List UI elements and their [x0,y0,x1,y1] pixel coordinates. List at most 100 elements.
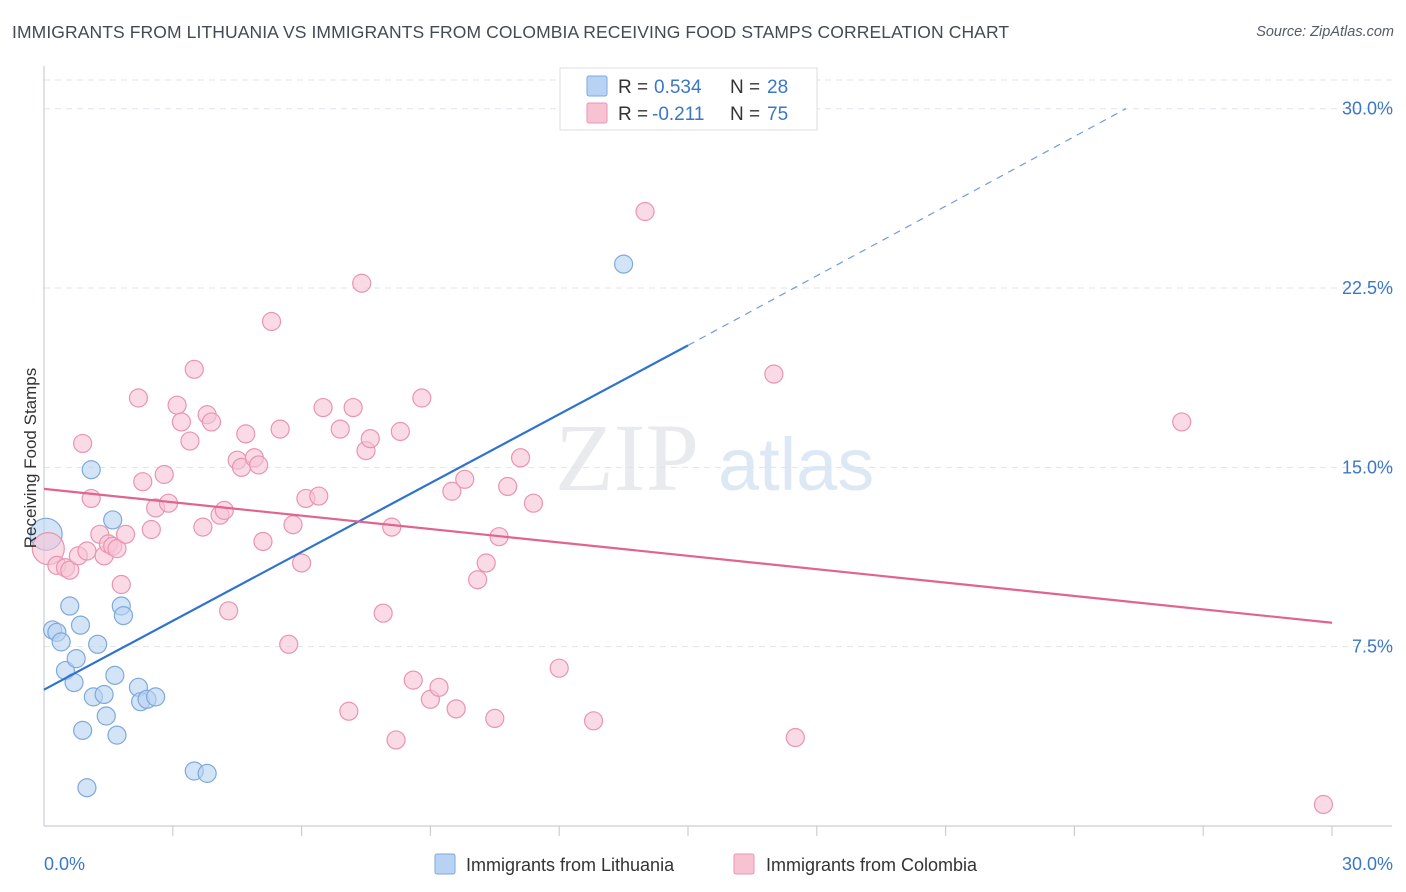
colombia-point [193,517,213,537]
legend-swatch-colombia [586,102,608,124]
colombia-point [313,397,333,418]
colombia-point [360,429,380,449]
lithuania-points [29,254,634,798]
lithuania-point [197,763,217,783]
lithuania-point [613,254,634,274]
colombia-point [373,603,393,623]
colombia-point [133,472,153,492]
x-tick-label: 0.0% [44,854,85,874]
legend-n-label-lithuania: N = [730,77,760,98]
legend-r-label-colombia: R = [618,104,648,125]
lithuania-point [77,778,97,798]
colombia-point [111,574,131,595]
colombia-point [339,701,359,721]
colombia-point [764,364,784,384]
colombia-point [279,634,299,654]
watermark-atlas: atlas [718,423,874,506]
colombia-point [1313,794,1334,815]
colombia-point [442,481,462,501]
lithuania-point [96,706,116,726]
colombia-point [382,517,402,537]
tick-labels: 7.5% 15.0% 22.5% 30.0% 0.0% 30.0% [44,99,1393,874]
lithuania-point [70,615,91,635]
colombia-point [77,541,97,561]
lithuania-point [66,649,86,669]
legend-n-value-colombia: 75 [767,104,788,125]
colombia-point [309,486,329,506]
colombia-point [429,677,449,697]
colombia-point [330,419,350,439]
lithuania-point [146,687,166,707]
colombia-point [214,500,234,520]
bottom-legend-swatch-lithuania [434,853,456,875]
lithuania-point [94,684,114,705]
colombia-point [390,421,410,442]
colombia-point [523,493,544,513]
x-tick-label: 30.0% [1342,854,1393,874]
y-axis-title: Receiving Food Stamps [21,368,40,548]
bottom-legend-label-colombia: Immigrants from Colombia [766,855,978,875]
lithuania-point [88,634,108,654]
lithuania-point [60,596,80,616]
bottom-legend-swatch-colombia [733,853,755,875]
colombia-point [167,395,187,415]
bottom-legend: Immigrants from Lithuania Immigrants fro… [434,853,978,875]
colombia-point [403,670,423,690]
colombia-point [60,560,80,580]
chart-title: IMMIGRANTS FROM LITHUANIA VS IMMIGRANTS … [12,22,1010,42]
colombia-point [128,388,149,408]
grid-lines [44,79,1392,648]
lithuania-trend-extension [687,108,1127,346]
colombia-point [446,699,466,719]
colombia-point [107,539,127,559]
colombia-point [785,727,805,748]
lithuania-point [105,665,125,685]
colombia-point [549,658,569,678]
lithuania-trend-line [43,344,689,691]
colombia-point [292,553,312,573]
colombia-point [141,519,161,540]
watermark-zip: ZIP [555,404,699,511]
y-tick-label: 22.5% [1342,278,1393,298]
y-tick-label: 15.0% [1342,457,1393,477]
colombia-point [115,524,136,544]
legend-n-label-colombia: N = [730,104,760,125]
colombia-point [261,311,282,332]
colombia-point [386,730,406,750]
colombia-point [635,201,655,222]
legend-n-value-lithuania: 28 [767,77,788,98]
colombia-point [510,448,531,468]
colombia-point [253,531,273,552]
legend-r-label-lithuania: R = [618,77,648,98]
colombia-point [455,469,475,489]
colombia-point [249,455,269,475]
colombia-point [498,476,518,497]
colombia-point [154,464,174,485]
colombia-point [201,412,222,432]
trend-lines [43,108,1333,691]
colombia-point [180,431,200,451]
colombia-point [343,397,363,418]
y-tick-label: 30.0% [1342,99,1393,119]
colombia-points [31,201,1334,815]
colombia-point [1172,412,1192,432]
colombia-trend-line [43,487,1333,624]
y-tick-label: 7.5% [1352,637,1393,657]
lithuania-point [113,605,134,626]
colombia-point [73,433,93,454]
lithuania-point [51,632,71,652]
colombia-point [171,412,191,432]
colombia-point [476,553,496,573]
lithuania-point [81,460,101,480]
legend-swatch-lithuania [586,75,608,97]
colombia-point [219,601,239,621]
lithuania-point [103,510,123,530]
colombia-point [283,515,303,535]
colombia-point [412,388,432,408]
colombia-point [270,419,290,439]
colombia-point [583,711,604,731]
source-credit: Source: ZipAtlas.com [1256,24,1394,40]
colombia-point [468,570,488,590]
legend-r-value-colombia: -0.211 [652,104,704,125]
